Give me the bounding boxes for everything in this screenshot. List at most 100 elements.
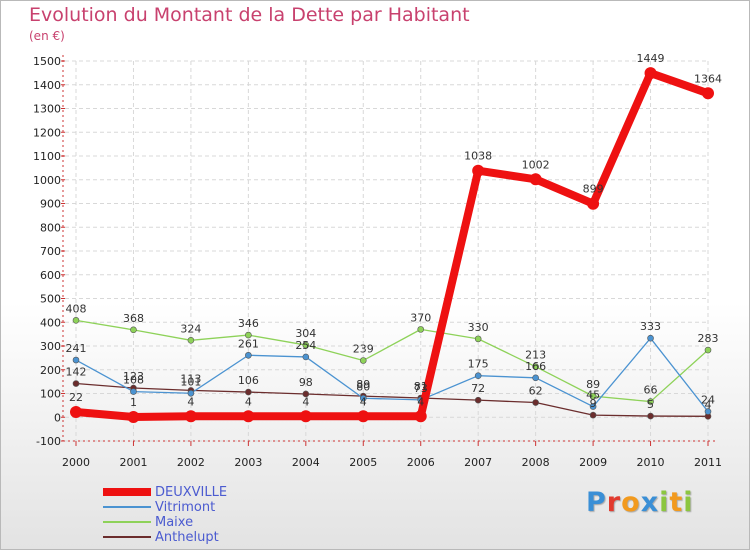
data-label-anthelupt: 72 [471,382,485,395]
legend-label: Anthelupt [155,530,219,545]
y-tick-label: 500 [40,293,61,306]
legend-label: Vitrimont [155,500,216,515]
data-point-maixe [704,346,712,354]
data-label-vitrimont: 166 [525,360,546,373]
y-tick-label: 700 [40,245,61,258]
axis-layer: -100010020030040050060070080090010001100… [33,55,722,469]
data-label-vitrimont: 24 [701,394,715,407]
data-label-deuxville: 4 [302,395,309,408]
data-point-vitrimont [532,374,539,382]
data-point-deuxville [70,406,82,419]
y-tick-label: 1100 [33,150,61,163]
data-label-maixe: 239 [353,342,374,355]
data-label-anthelupt: 81 [414,380,428,393]
data-label-deuxville: 1364 [694,72,722,85]
data-label-maixe: 304 [295,327,316,340]
series-line-vitrimont [75,337,709,413]
x-tick-label: 2005 [349,456,377,469]
data-label-anthelupt: 89 [356,378,370,391]
data-point-deuxville [184,410,197,423]
data-label-maixe: 66 [644,384,658,397]
data-label-layer: 142 123 113 106 98 89 81 72 62 9 5 4 408 368 324 346 304… [66,52,723,411]
data-label-deuxville: 4 [245,395,252,408]
x-tick-label: 2004 [292,456,320,469]
x-tick-label: 2001 [119,456,147,469]
data-point-maixe [72,317,80,324]
data-label-deuxville: 1449 [637,52,665,65]
data-label-deuxville: 1038 [464,150,492,163]
data-label-maixe: 213 [525,349,546,362]
data-label-anthelupt: 98 [299,376,313,389]
data-point-deuxville [357,410,370,423]
data-label-anthelupt: 106 [238,374,259,387]
y-tick-label: 600 [40,269,61,282]
series-layer [70,67,714,424]
data-label-anthelupt: 62 [529,385,543,398]
logo-letter: r [606,487,622,518]
y-tick-label: 1500 [33,55,61,68]
data-point-anthelupt [532,399,539,406]
data-label-maixe: 324 [180,322,201,335]
series-line-deuxville [72,69,712,422]
series-line-maixe [75,319,709,403]
logo-letter: x [640,487,660,518]
y-tick-label: 300 [40,340,61,353]
y-tick-label: 800 [40,221,61,234]
legend-swatch [103,536,151,538]
data-label-anthelupt: 9 [590,397,597,410]
data-label-vitrimont: 45 [586,389,600,402]
chart-subtitle: (en €) [29,29,65,43]
data-label-vitrimont: 108 [123,374,144,387]
data-point-deuxville [127,411,140,424]
data-label-anthelupt: 142 [66,366,87,379]
logo-letter: o [621,487,641,518]
x-tick-label: 2011 [694,456,722,469]
data-label-maixe: 346 [238,317,259,330]
y-tick-label: 1400 [33,79,61,92]
data-point-vitrimont [589,403,597,410]
data-label-deuxville: 1 [130,396,137,409]
data-label-vitrimont: 241 [66,342,87,355]
data-point-anthelupt [474,396,482,404]
data-point-vitrimont [704,408,712,415]
y-tick-label: 400 [40,316,61,329]
chart-title: Evolution du Montant de la Dette par Hab… [29,4,470,26]
data-point-maixe [417,326,425,333]
y-tick-label: -100 [36,435,61,448]
y-tick-label: 1000 [33,174,61,187]
data-label-deuxville: 899 [583,183,604,196]
x-tick-label: 2007 [464,456,492,469]
data-point-maixe [532,363,539,370]
data-label-anthelupt: 5 [647,398,654,411]
data-label-maixe: 330 [468,321,489,334]
legend-swatch [103,488,151,496]
data-point-vitrimont [359,394,367,402]
series-line-anthelupt [75,382,709,417]
data-point-deuxville [644,67,657,80]
y-tick-label: 0 [54,411,61,424]
data-label-vitrimont: 333 [640,320,661,333]
data-point-anthelupt [72,380,80,387]
data-label-vitrimont: 73 [414,382,428,395]
data-point-vitrimont [187,389,195,397]
logo-letter: i [659,487,670,518]
data-label-anthelupt: 113 [180,372,201,385]
y-tick-label: 900 [40,198,61,211]
data-point-deuxville [702,87,714,100]
data-label-vitrimont: 254 [295,339,316,352]
data-label-anthelupt: 4 [705,398,712,411]
data-point-vitrimont [302,353,310,361]
x-tick-label: 2000 [62,456,90,469]
logo-letter: i [683,487,694,518]
legend-label: DEUXVILLE [155,485,228,500]
data-label-deuxville: 4 [360,395,367,408]
legend-swatch [103,521,151,523]
data-label-deuxville: 22 [69,391,83,404]
data-point-maixe [245,331,252,339]
data-point-anthelupt [589,411,597,419]
data-point-deuxville [242,410,255,423]
data-label-vitrimont: 101 [180,375,201,388]
x-tick-label: 2003 [234,456,262,469]
data-point-anthelupt [647,412,654,420]
